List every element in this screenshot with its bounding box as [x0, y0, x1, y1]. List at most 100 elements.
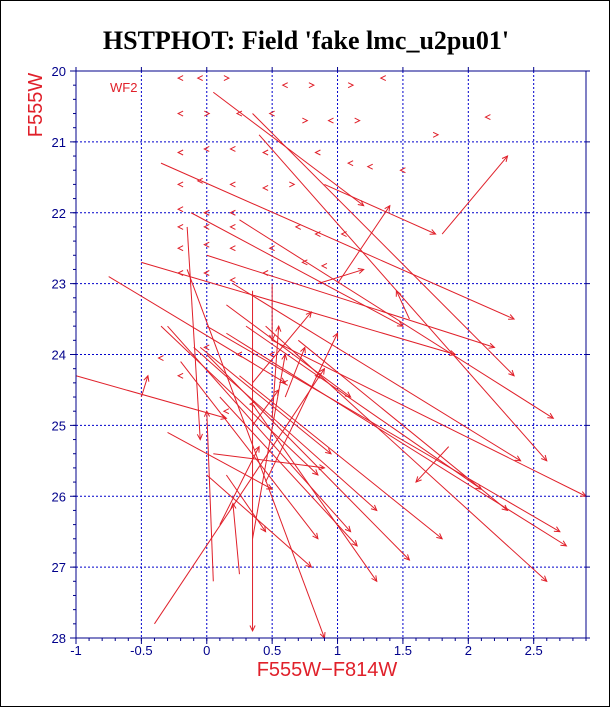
vector-line [160, 162, 515, 320]
vector-line [441, 155, 508, 235]
vector-line [252, 389, 280, 426]
short-vector [196, 177, 203, 184]
short-vector [308, 82, 316, 89]
short-vector [203, 241, 210, 248]
vector-arrowhead [514, 455, 522, 462]
shift-vector [252, 353, 288, 539]
short-vector [281, 82, 288, 89]
short-vector [261, 270, 269, 276]
short-vector [176, 372, 184, 379]
short-vector [196, 75, 203, 82]
shift-vector [258, 134, 548, 462]
shift-vector [225, 474, 267, 533]
vector-arrowhead [281, 353, 288, 361]
short-vector [289, 181, 296, 188]
short-vector [340, 231, 347, 237]
short-vector [203, 344, 210, 351]
shift-vector [167, 432, 274, 490]
short-vector [229, 223, 236, 230]
vector-line [75, 375, 227, 419]
shift-vector [415, 446, 450, 483]
shift-vector [186, 226, 203, 441]
vector-line [252, 403, 378, 582]
shift-vector [337, 204, 391, 284]
vector-arrowhead [269, 334, 276, 342]
grid-lines [76, 71, 586, 638]
vector-line [225, 474, 267, 532]
vector-line [395, 290, 410, 320]
vector-arrowhead [254, 445, 260, 453]
short-vector [176, 245, 184, 252]
shift-vector [232, 283, 522, 462]
vector-line [239, 219, 554, 419]
short-vector [176, 149, 184, 156]
y-tick-label: 28 [52, 631, 66, 646]
shift-vector [269, 283, 276, 342]
vector-arrowhead [305, 561, 313, 568]
vector-arrowhead [395, 289, 402, 297]
short-vector [379, 75, 387, 82]
x-tick-label: -0.5 [130, 643, 152, 658]
vector-arrowhead [403, 554, 411, 561]
shift-vector [324, 183, 437, 235]
vector-arrowhead [501, 155, 509, 162]
x-tick-label: 1 [334, 643, 341, 658]
vector-arrowhead [230, 502, 237, 510]
vector-line [199, 347, 332, 455]
y-tick-label: 25 [52, 418, 66, 433]
short-vector [314, 231, 321, 237]
vector-line [226, 304, 351, 398]
vector-arrowhead [332, 332, 339, 340]
vector-arrowhead [319, 367, 326, 375]
shift-vector [284, 346, 306, 398]
short-vector [235, 110, 243, 117]
vector-arrowhead [501, 504, 509, 512]
short-vector [176, 75, 184, 82]
vector-line [154, 368, 325, 625]
short-vector [235, 351, 243, 358]
short-vector [346, 160, 354, 167]
vector-line [252, 354, 286, 539]
vector-line [186, 226, 201, 440]
vector-line [140, 375, 149, 398]
short-vector [248, 401, 256, 408]
vector-line [284, 347, 306, 398]
short-vector [203, 146, 210, 152]
axis-ticks: -1 -0.5 0 0.5 1 1.5 2 2.5 20 21 22 23 24 25 26 27 28 [52, 64, 590, 658]
short-vector [314, 372, 321, 379]
shift-vector [108, 276, 287, 384]
short-vector [268, 245, 275, 252]
x-tick-label: 0.5 [263, 643, 281, 658]
vector-arrowhead [312, 469, 319, 476]
chip-annotation: WF2 [110, 80, 137, 95]
y-tick-label: 26 [52, 489, 66, 504]
vector-arrowhead [541, 454, 548, 462]
short-vector [176, 206, 184, 213]
vector-arrowhead [260, 525, 267, 533]
vector-arrowhead [508, 369, 515, 377]
vector-arrowhead [279, 377, 287, 384]
short-vector [229, 209, 236, 216]
short-vector [268, 110, 275, 117]
vector-arrowhead [384, 204, 391, 212]
short-vector [302, 117, 309, 124]
vector-arrowhead [415, 476, 422, 483]
short-vector [354, 117, 361, 124]
vector-line [317, 268, 364, 285]
x-tick-label: -1 [70, 643, 82, 658]
shift-vector [206, 474, 313, 568]
shift-vector [249, 290, 256, 633]
short-vector [176, 270, 184, 276]
vector-arrowhead [300, 346, 306, 354]
short-vector [268, 351, 275, 358]
data-marks [75, 75, 588, 640]
short-vector [347, 82, 355, 89]
vector-line [206, 411, 214, 582]
short-vector [484, 114, 491, 121]
short-vector [314, 149, 321, 156]
vector-line [108, 276, 286, 384]
vector-arrowhead [196, 433, 203, 441]
vector-line [206, 254, 495, 348]
vector-arrowhead [220, 413, 228, 420]
shift-vector [193, 347, 378, 512]
